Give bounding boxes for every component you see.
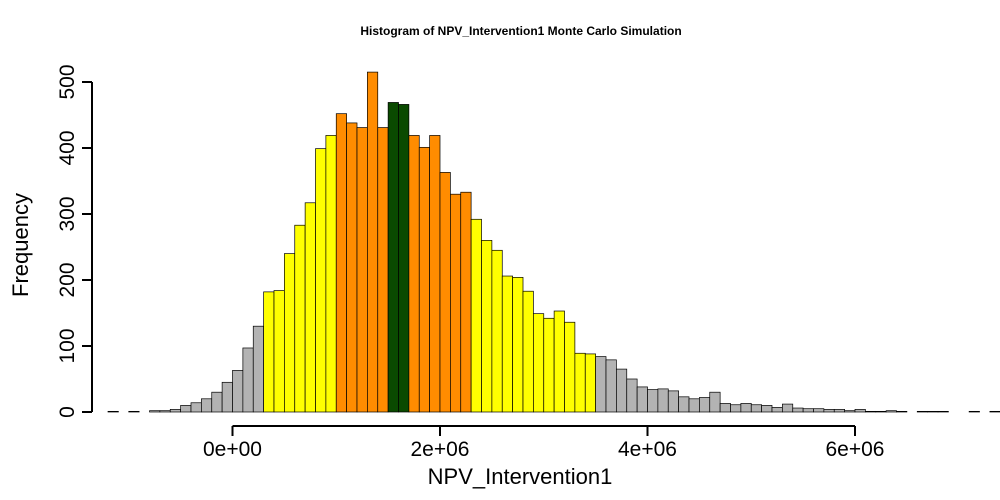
histogram-bar	[252, 325, 264, 413]
histogram-bar	[647, 389, 659, 413]
histogram-bar	[304, 202, 316, 413]
histogram-bars	[107, 71, 1000, 413]
histogram-bar	[242, 347, 254, 413]
histogram-bar	[875, 410, 887, 413]
histogram-bar	[833, 409, 845, 413]
histogram-bar	[792, 407, 804, 413]
chart-title: Histogram of NPV_Intervention1 Monte Car…	[360, 24, 681, 38]
histogram-bar	[574, 352, 586, 413]
histogram-bar	[968, 410, 980, 413]
histogram-bar	[543, 317, 555, 413]
y-tick-label: 0	[56, 406, 79, 418]
y-tick-label: 100	[56, 328, 79, 363]
histogram-bar	[418, 146, 430, 413]
histogram-bar	[782, 403, 794, 413]
histogram-bar	[149, 410, 161, 413]
histogram-bar	[896, 410, 908, 413]
histogram-bar	[356, 127, 368, 413]
histogram-bar	[429, 135, 441, 413]
y-axis: 0 100 200 300 400 500	[56, 64, 93, 418]
y-tick-label: 500	[56, 64, 79, 99]
histogram-bar	[221, 381, 233, 413]
x-axis: 0e+00 2e+06 4e+06 6e+06	[203, 425, 885, 461]
histogram-bar	[460, 191, 472, 413]
histogram-bar	[522, 290, 534, 413]
histogram-bar	[387, 102, 399, 413]
histogram-bar	[315, 148, 327, 413]
histogram-bar	[284, 253, 296, 413]
x-tick-label: 6e+06	[826, 438, 885, 461]
histogram-bar	[927, 410, 939, 413]
y-axis-label: Frequency	[8, 193, 33, 297]
histogram-bar	[761, 405, 773, 413]
histogram-bar	[989, 410, 1000, 413]
histogram-bar	[294, 224, 306, 413]
histogram-bar	[439, 172, 451, 413]
histogram-bar	[201, 398, 213, 413]
histogram-bar	[491, 249, 503, 413]
histogram-bar	[346, 122, 358, 413]
histogram-bar	[657, 388, 669, 413]
x-tick-label: 2e+06	[411, 438, 470, 461]
histogram-bar	[823, 409, 835, 413]
histogram-bar	[626, 378, 638, 413]
histogram-bar	[553, 310, 565, 413]
histogram-bar	[273, 290, 285, 413]
histogram-bar	[709, 391, 721, 413]
histogram-bar	[377, 127, 389, 413]
histogram-bar	[667, 390, 679, 413]
histogram-bar	[398, 104, 410, 413]
histogram-bar	[865, 410, 877, 413]
histogram-bar	[450, 193, 462, 413]
histogram-bar	[719, 403, 731, 413]
histogram-bar	[128, 410, 140, 413]
histogram-bar	[844, 410, 856, 413]
x-tick-label: 0e+00	[203, 438, 262, 461]
histogram-bar	[325, 135, 337, 413]
histogram-bar	[740, 403, 752, 413]
histogram-bar	[408, 135, 420, 413]
histogram-bar	[584, 353, 596, 413]
histogram-bar	[564, 321, 576, 413]
histogram-bar	[470, 218, 482, 413]
histogram-bar	[180, 405, 192, 413]
histogram-bar	[699, 397, 711, 413]
histogram-bar	[169, 409, 181, 413]
histogram-bar	[616, 368, 628, 413]
x-tick-label: 4e+06	[618, 438, 677, 461]
histogram-bar	[730, 404, 742, 413]
histogram-bar	[159, 410, 171, 413]
histogram-bar	[688, 398, 700, 413]
histogram-bar	[854, 409, 866, 413]
histogram-bar	[916, 410, 928, 413]
histogram-bar	[232, 370, 244, 413]
histogram-bar	[533, 313, 545, 413]
histogram-bar	[512, 277, 524, 413]
histogram-bar	[595, 356, 607, 413]
histogram-bar	[937, 410, 949, 413]
histogram-bar	[813, 408, 825, 413]
histogram-bar	[211, 391, 223, 413]
histogram-bar	[107, 410, 119, 413]
histogram-bar	[263, 291, 275, 413]
histogram-bar	[367, 71, 379, 413]
histogram-bar	[190, 402, 202, 413]
y-tick-label: 400	[56, 130, 79, 165]
y-tick-label: 200	[56, 262, 79, 297]
histogram-bar	[771, 407, 783, 413]
histogram-bar	[605, 359, 617, 413]
histogram-bar	[750, 404, 762, 413]
histogram-bar	[678, 396, 690, 413]
histogram-bar	[335, 113, 347, 413]
x-axis-label: NPV_Intervention1	[428, 464, 613, 489]
histogram-bar	[885, 410, 897, 413]
histogram-bar	[481, 240, 493, 413]
histogram-bar	[636, 386, 648, 413]
histogram-bar	[802, 408, 814, 413]
y-tick-label: 300	[56, 196, 79, 231]
histogram-bar	[501, 275, 513, 413]
